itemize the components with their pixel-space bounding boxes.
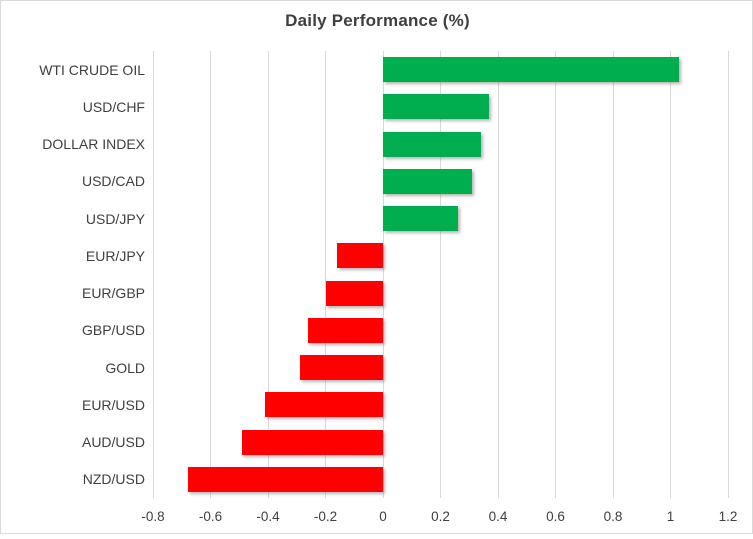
gridline — [497, 51, 499, 498]
gridline — [210, 51, 211, 498]
x-tick-label: 0.4 — [488, 509, 508, 524]
bar-dollar-index — [383, 131, 481, 157]
category-label: EUR/JPY — [85, 247, 145, 264]
x-tick-label: -0.6 — [198, 509, 223, 524]
x-tick-label: 1.2 — [718, 509, 738, 524]
x-tick-label: -0.4 — [256, 509, 280, 524]
gridline — [612, 51, 614, 498]
category-label: USD/CAD — [81, 173, 145, 190]
category-label: EUR/GBP — [81, 285, 145, 302]
category-label: AUD/USD — [81, 434, 145, 451]
gridline — [555, 51, 556, 498]
gridline — [325, 51, 326, 498]
chart-title: Daily Performance (%) — [285, 11, 470, 30]
category-label: GBP/USD — [81, 322, 145, 339]
x-tick-label: 0.2 — [431, 509, 450, 524]
bar-eur-usd — [265, 392, 383, 418]
gridline — [267, 51, 269, 498]
bar-eur-jpy — [337, 243, 383, 269]
gridline — [727, 51, 729, 498]
category-label: EUR/USD — [81, 396, 145, 413]
gridline — [440, 51, 441, 498]
category-label: GOLD — [105, 359, 145, 376]
bar-gold — [299, 355, 383, 381]
x-tick-label: -0.8 — [141, 509, 165, 524]
bar-wti-crude-oil — [383, 57, 680, 83]
x-tick-label: 0.6 — [546, 509, 565, 524]
category-label: WTI CRUDE OIL — [39, 61, 145, 78]
bar-usd-jpy — [383, 206, 458, 232]
category-label: NZD/USD — [82, 471, 145, 488]
x-tick-label: 0.8 — [603, 509, 623, 524]
bar-eur-gbp — [325, 280, 383, 306]
x-tick-label: -0.2 — [313, 509, 338, 524]
bar-gbp-usd — [308, 317, 383, 343]
x-tick-label: 0 — [379, 509, 387, 524]
bar-usd-chf — [383, 94, 490, 120]
category-label: USD/JPY — [85, 210, 145, 227]
gridline — [670, 51, 671, 498]
category-label: DOLLAR INDEX — [42, 136, 145, 153]
bar-aud-usd — [242, 429, 383, 455]
bar-nzd-usd — [187, 466, 383, 492]
gridline — [152, 51, 154, 498]
gridline — [382, 51, 384, 498]
bar-usd-cad — [383, 168, 473, 194]
x-tick-label: 1 — [666, 509, 675, 524]
category-label: USD/CHF — [82, 98, 145, 115]
